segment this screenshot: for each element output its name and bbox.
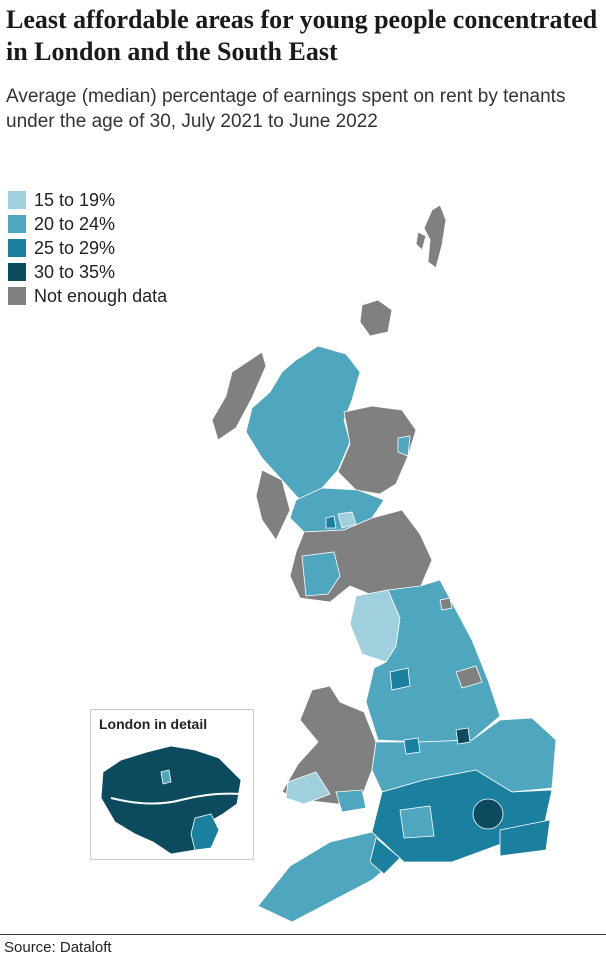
region	[399, 805, 435, 839]
region	[403, 737, 421, 755]
legend-item: 30 to 35%	[8, 260, 167, 284]
region	[285, 771, 331, 805]
london-map	[100, 745, 242, 855]
region	[423, 204, 447, 269]
region	[190, 813, 220, 851]
map	[211, 204, 557, 923]
region	[335, 789, 367, 813]
region	[301, 551, 341, 597]
legend-swatch	[8, 263, 26, 281]
region	[337, 511, 357, 529]
region	[455, 665, 483, 689]
region	[472, 798, 504, 830]
legend-item: 20 to 24%	[8, 212, 167, 236]
legend-label: 15 to 19%	[34, 189, 116, 210]
region	[325, 515, 337, 529]
legend-swatch	[8, 191, 26, 209]
rule	[0, 934, 606, 935]
inset-title: London in detail	[99, 716, 208, 732]
legend-swatch	[8, 239, 26, 257]
legend-label: 20 to 24%	[34, 213, 116, 234]
region	[455, 727, 471, 745]
river	[110, 792, 242, 805]
region	[160, 769, 172, 785]
region	[337, 405, 417, 495]
legend-item: 25 to 29%	[8, 236, 167, 260]
source: Source: Dataloft	[4, 939, 112, 956]
region	[359, 299, 393, 337]
legend-label: 30 to 35%	[34, 261, 116, 282]
legend-swatch	[8, 215, 26, 233]
region	[499, 819, 551, 857]
region	[211, 351, 267, 441]
region	[397, 435, 411, 457]
legend: 15 to 19% 20 to 24% 25 to 29% 30 to 35% Not …	[8, 188, 167, 308]
title: Least affordable areas for young people …	[6, 5, 598, 66]
region	[439, 597, 453, 611]
region	[255, 469, 291, 541]
subtitle: Average (median) percentage of earnings …	[6, 86, 566, 132]
region	[369, 837, 401, 875]
inset: London in detail	[90, 709, 254, 860]
legend-item: Not enough data	[8, 284, 167, 308]
legend-swatch	[8, 287, 26, 305]
legend-label: Not enough data	[34, 285, 168, 306]
region	[389, 667, 411, 691]
legend-item: 15 to 19%	[8, 188, 167, 212]
region	[415, 231, 427, 251]
legend-label: 25 to 29%	[34, 237, 116, 258]
